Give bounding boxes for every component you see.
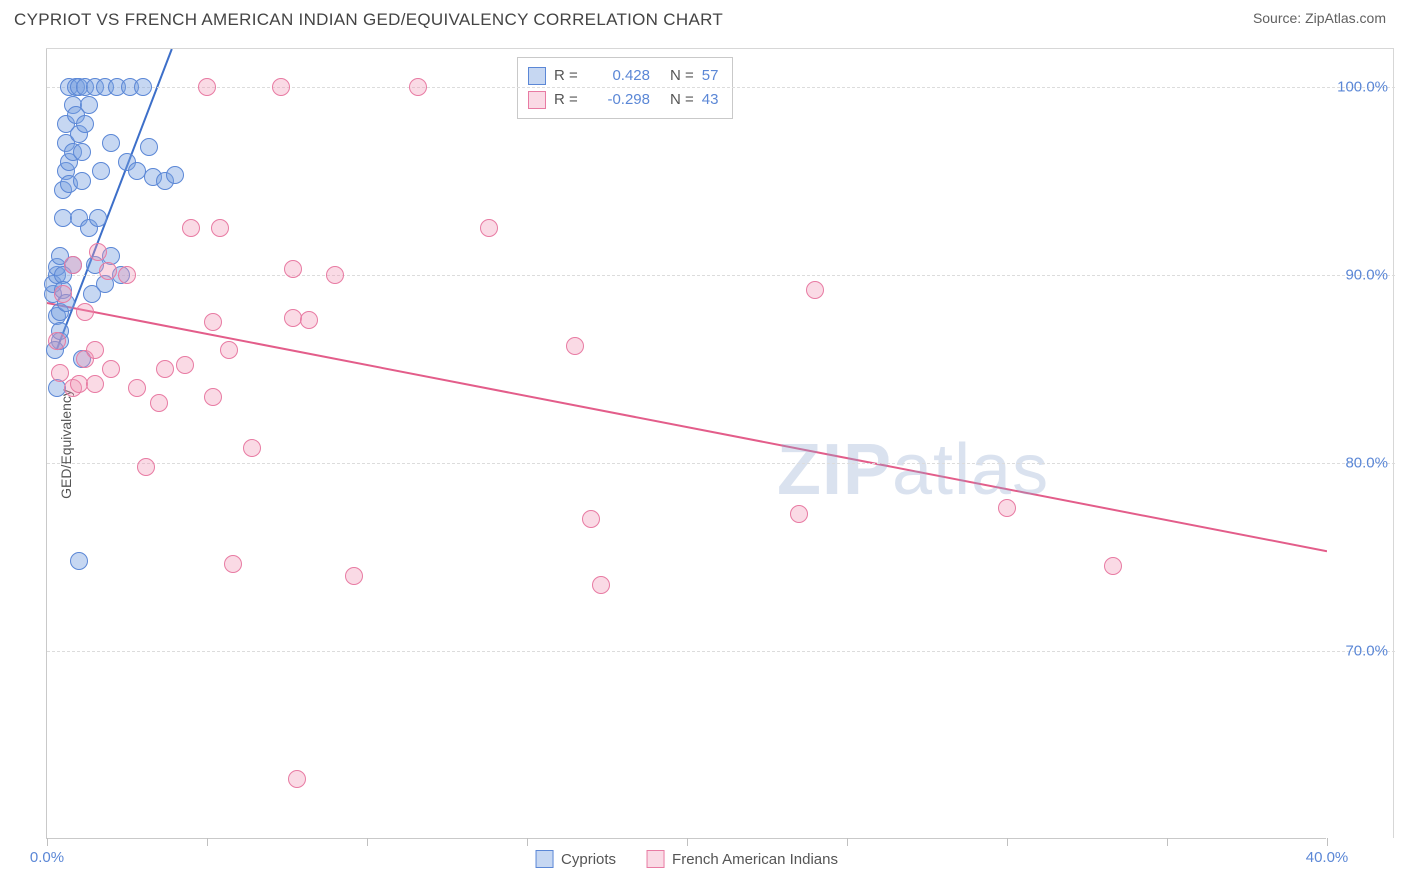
legend-n-label: N = bbox=[670, 88, 694, 112]
data-point bbox=[89, 209, 107, 227]
y-tick-label: 100.0% bbox=[1337, 78, 1388, 95]
data-point bbox=[99, 262, 117, 280]
data-point bbox=[137, 458, 155, 476]
data-point bbox=[86, 341, 104, 359]
data-point bbox=[480, 219, 498, 237]
data-point bbox=[592, 576, 610, 594]
data-point bbox=[582, 510, 600, 528]
x-tick bbox=[47, 838, 48, 846]
legend-swatch bbox=[535, 850, 553, 868]
y-axis-title: GED/Equivalency bbox=[58, 389, 74, 499]
plot-area: GED/Equivalency ZIPatlas R =0.428N = 57R… bbox=[46, 49, 1326, 839]
data-point bbox=[790, 505, 808, 523]
correlation-legend: R = 0.428 N = 57 R = -0.298 N = 43 bbox=[517, 57, 733, 119]
x-tick bbox=[1327, 838, 1328, 846]
data-point bbox=[243, 439, 261, 457]
data-point bbox=[156, 360, 174, 378]
legend-r-value: -0.298 bbox=[590, 88, 650, 112]
x-tick bbox=[687, 838, 688, 846]
data-point bbox=[220, 341, 238, 359]
chart-header: CYPRIOT VS FRENCH AMERICAN INDIAN GED/EQ… bbox=[0, 0, 1406, 34]
data-point bbox=[211, 219, 229, 237]
x-tick bbox=[367, 838, 368, 846]
data-point bbox=[300, 311, 318, 329]
legend-r-label: R = bbox=[554, 88, 582, 112]
legend-r-label: R = bbox=[554, 64, 582, 88]
data-point bbox=[102, 360, 120, 378]
legend-r-value: 0.428 bbox=[590, 64, 650, 88]
y-tick-label: 70.0% bbox=[1345, 642, 1388, 659]
data-point bbox=[64, 256, 82, 274]
data-point bbox=[128, 379, 146, 397]
chart-outer: GED/Equivalency ZIPatlas R =0.428N = 57R… bbox=[46, 48, 1394, 838]
x-tick bbox=[1007, 838, 1008, 846]
data-point bbox=[118, 266, 136, 284]
data-point bbox=[345, 567, 363, 585]
data-point bbox=[76, 303, 94, 321]
series-legend-label: Cypriots bbox=[561, 851, 616, 868]
data-point bbox=[806, 281, 824, 299]
data-point bbox=[1104, 557, 1122, 575]
legend-swatch bbox=[528, 91, 546, 109]
data-point bbox=[54, 285, 72, 303]
data-point bbox=[182, 219, 200, 237]
data-point bbox=[198, 78, 216, 96]
data-point bbox=[70, 552, 88, 570]
y-tick-label: 90.0% bbox=[1345, 266, 1388, 283]
gridline bbox=[47, 463, 1395, 464]
legend-swatch bbox=[646, 850, 664, 868]
data-point bbox=[73, 172, 91, 190]
x-tick bbox=[527, 838, 528, 846]
data-point bbox=[48, 332, 66, 350]
data-point bbox=[272, 78, 290, 96]
data-point bbox=[204, 313, 222, 331]
data-point bbox=[176, 356, 194, 374]
legend-n-value: 57 bbox=[702, 64, 719, 88]
gridline bbox=[47, 275, 1395, 276]
data-point bbox=[409, 78, 427, 96]
y-tick-label: 80.0% bbox=[1345, 454, 1388, 471]
data-point bbox=[76, 115, 94, 133]
data-point bbox=[134, 78, 152, 96]
data-point bbox=[86, 375, 104, 393]
x-tick-label: 40.0% bbox=[1306, 849, 1349, 866]
gridline bbox=[47, 87, 1395, 88]
data-point bbox=[998, 499, 1016, 517]
legend-n-value: 43 bbox=[702, 88, 719, 112]
data-point bbox=[73, 143, 91, 161]
data-point bbox=[51, 364, 69, 382]
data-point bbox=[166, 166, 184, 184]
data-point bbox=[89, 243, 107, 261]
legend-row: R = 0.428 N = 57 bbox=[528, 64, 718, 88]
chart-source: Source: ZipAtlas.com bbox=[1253, 10, 1386, 26]
legend-row: R = -0.298 N = 43 bbox=[528, 88, 718, 112]
data-point bbox=[92, 162, 110, 180]
data-point bbox=[150, 394, 168, 412]
data-point bbox=[140, 138, 158, 156]
data-point bbox=[326, 266, 344, 284]
legend-n-label: N = bbox=[670, 64, 694, 88]
series-legend: Cypriots French American Indians bbox=[535, 850, 838, 868]
data-point bbox=[80, 96, 98, 114]
series-legend-label: French American Indians bbox=[672, 851, 838, 868]
x-tick bbox=[847, 838, 848, 846]
data-point bbox=[288, 770, 306, 788]
data-point bbox=[102, 134, 120, 152]
x-tick bbox=[207, 838, 208, 846]
data-point bbox=[566, 337, 584, 355]
series-legend-item: French American Indians bbox=[646, 850, 838, 868]
gridline bbox=[47, 651, 1395, 652]
data-point bbox=[224, 555, 242, 573]
trend-line bbox=[47, 303, 1327, 551]
x-tick bbox=[1167, 838, 1168, 846]
series-legend-item: Cypriots bbox=[535, 850, 616, 868]
legend-swatch bbox=[528, 67, 546, 85]
data-point bbox=[204, 388, 222, 406]
data-point bbox=[284, 260, 302, 278]
chart-title: CYPRIOT VS FRENCH AMERICAN INDIAN GED/EQ… bbox=[14, 10, 723, 30]
trend-lines-svg bbox=[47, 49, 1327, 839]
x-tick-label: 0.0% bbox=[30, 849, 64, 866]
